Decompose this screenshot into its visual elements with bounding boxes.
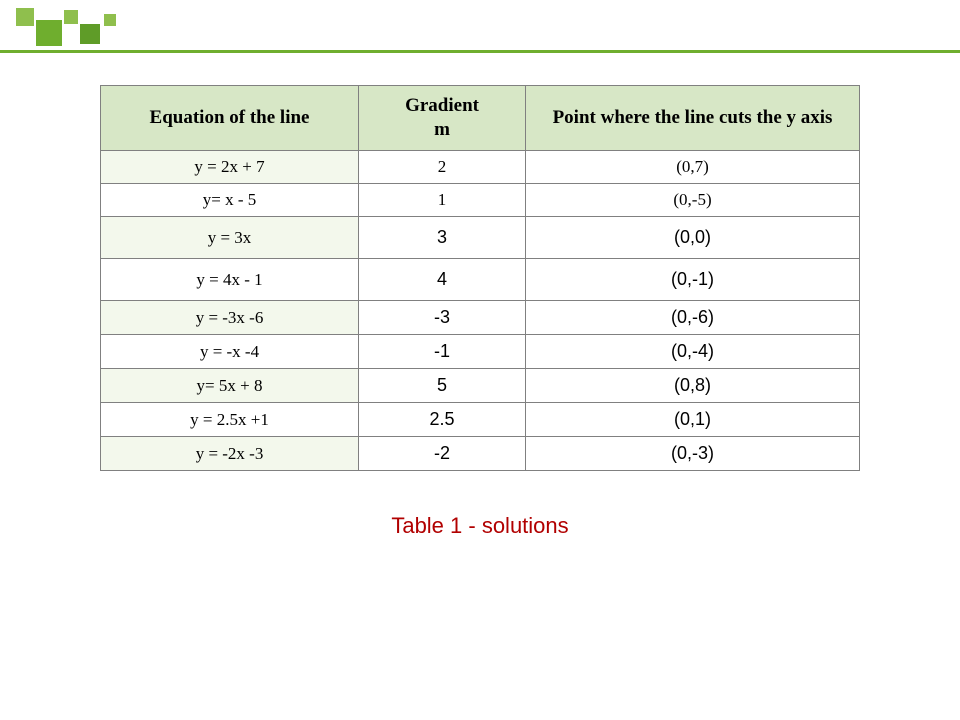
cell-point: (0,1) — [526, 403, 860, 437]
cell-gradient: 3 — [359, 217, 526, 259]
cell-gradient: 2 — [359, 151, 526, 184]
cell-point: (0,-6) — [526, 301, 860, 335]
table-row: y= x - 51(0,-5) — [101, 184, 860, 217]
cell-gradient: -1 — [359, 335, 526, 369]
table-row: y = 2x + 72(0,7) — [101, 151, 860, 184]
cell-point: (0,-5) — [526, 184, 860, 217]
table-row: y= 5x + 85(0,8) — [101, 369, 860, 403]
cell-point: (0,-1) — [526, 259, 860, 301]
th-equation: Equation of the line — [101, 86, 359, 151]
table-row: y = -x -4-1(0,-4) — [101, 335, 860, 369]
cell-equation: y = 3x — [101, 217, 359, 259]
table-caption: Table 1 - solutions — [0, 513, 960, 539]
cell-point: (0,-3) — [526, 437, 860, 471]
slide: Equation of the line Gradient m Point wh… — [0, 0, 960, 720]
cell-point: (0,7) — [526, 151, 860, 184]
cell-gradient: 5 — [359, 369, 526, 403]
cell-gradient: 2.5 — [359, 403, 526, 437]
cell-point: (0,0) — [526, 217, 860, 259]
cell-equation: y = 2.5x +1 — [101, 403, 359, 437]
th-point: Point where the line cuts the y axis — [526, 86, 860, 151]
cell-equation: y = -3x -6 — [101, 301, 359, 335]
cell-point: (0,-4) — [526, 335, 860, 369]
cell-gradient: 1 — [359, 184, 526, 217]
table-row: y = 3x3(0,0) — [101, 217, 860, 259]
table-row: y = 4x - 14(0,-1) — [101, 259, 860, 301]
table-row: y = 2.5x +12.5(0,1) — [101, 403, 860, 437]
cell-gradient: -2 — [359, 437, 526, 471]
cell-equation: y = 4x - 1 — [101, 259, 359, 301]
cell-gradient: 4 — [359, 259, 526, 301]
cell-equation: y= x - 5 — [101, 184, 359, 217]
table-body: y = 2x + 72(0,7)y= x - 51(0,-5)y = 3x3(0… — [101, 151, 860, 471]
cell-equation: y = -2x -3 — [101, 437, 359, 471]
table-row: y = -3x -6-3(0,-6) — [101, 301, 860, 335]
cell-point: (0,8) — [526, 369, 860, 403]
table-row: y = -2x -3-2(0,-3) — [101, 437, 860, 471]
solutions-table: Equation of the line Gradient m Point wh… — [100, 85, 860, 471]
cell-equation: y = -x -4 — [101, 335, 359, 369]
cell-equation: y= 5x + 8 — [101, 369, 359, 403]
cell-gradient: -3 — [359, 301, 526, 335]
th-gradient: Gradient m — [359, 86, 526, 151]
table-header-row: Equation of the line Gradient m Point wh… — [101, 86, 860, 151]
cell-equation: y = 2x + 7 — [101, 151, 359, 184]
